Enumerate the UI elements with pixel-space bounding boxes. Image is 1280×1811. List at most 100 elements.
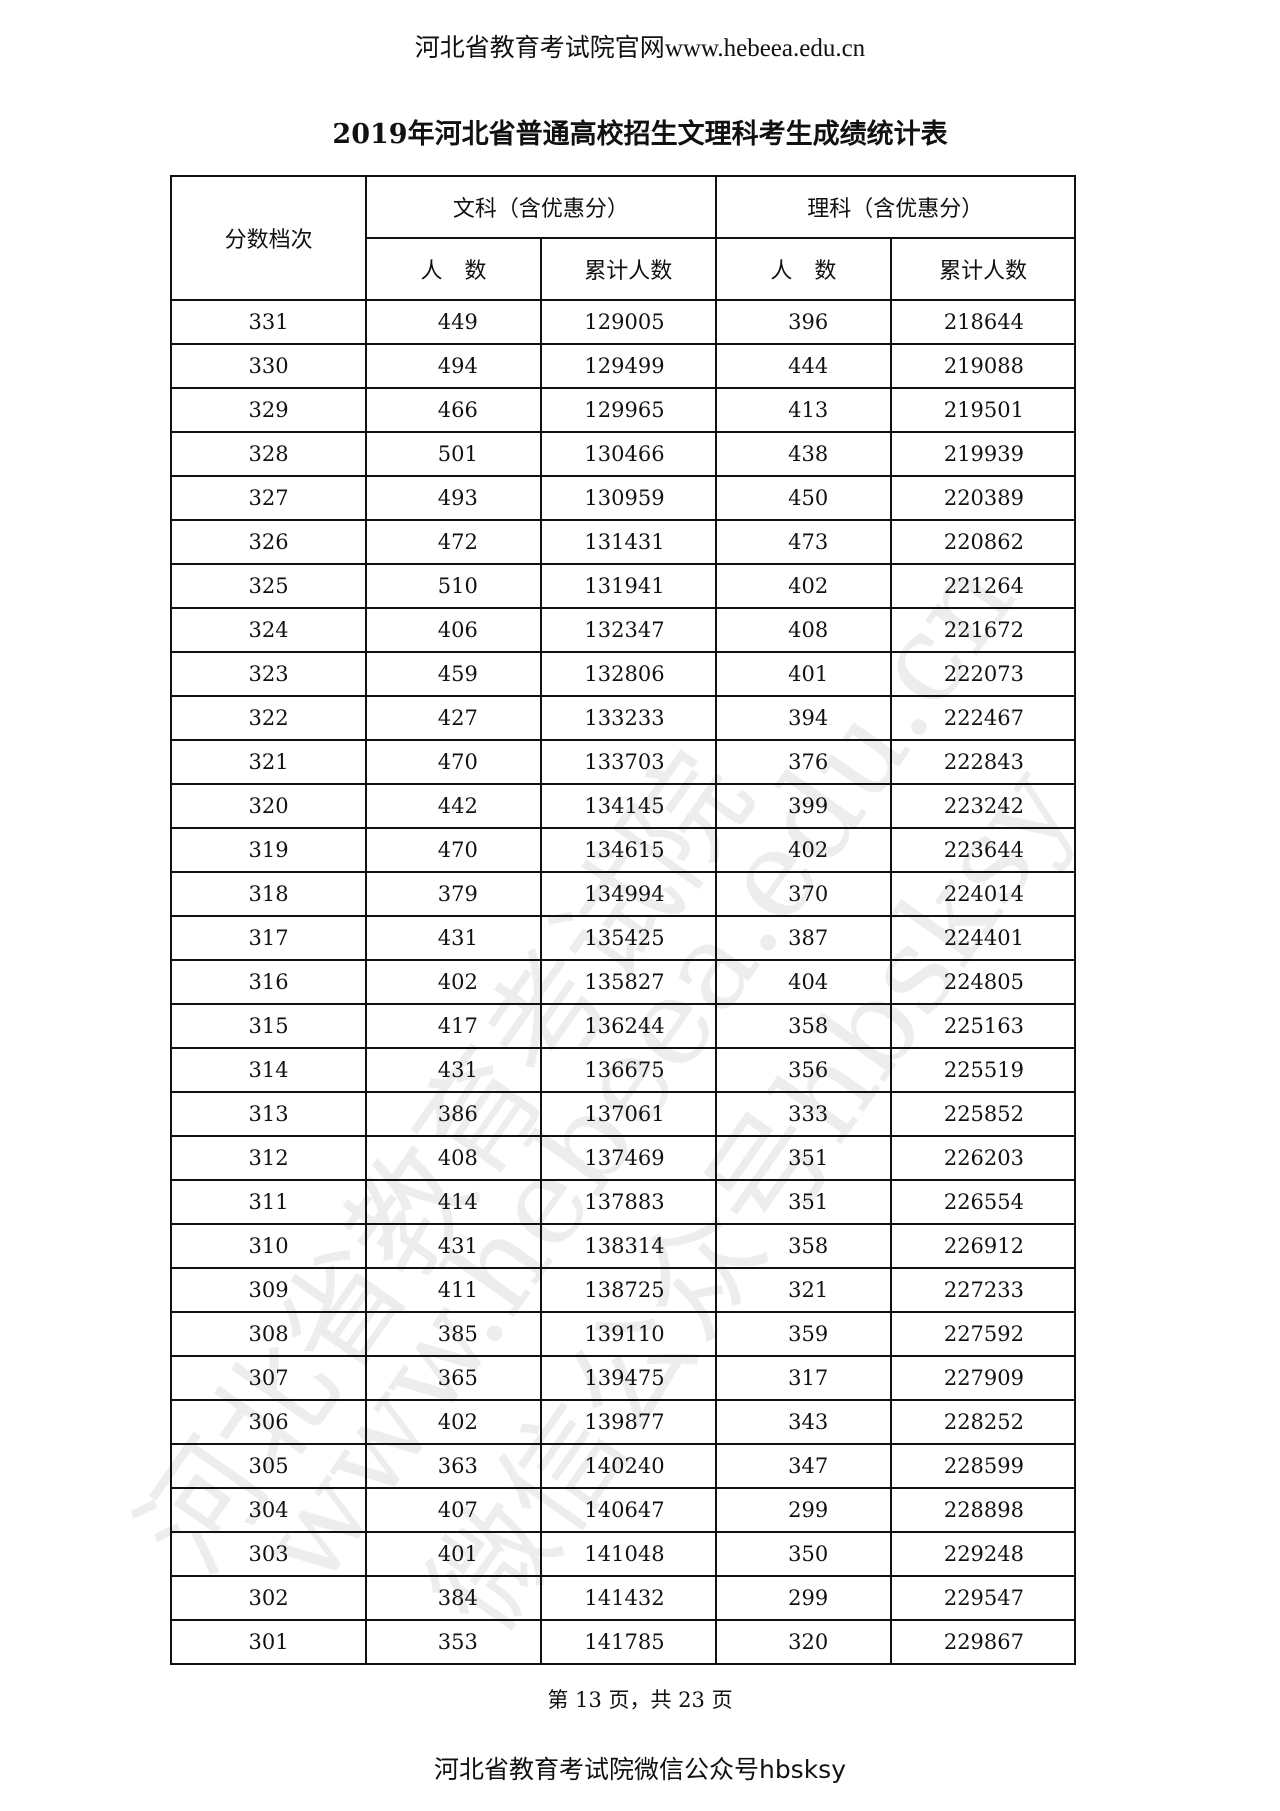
table-row: 317 431 135425 387 224401 [169, 915, 1076, 961]
cell-li-cum: 226203 [890, 1135, 1076, 1181]
table-row: 320 442 134145 399 223242 [169, 783, 1076, 829]
cell-wen-cum: 136244 [539, 1003, 717, 1049]
cell-score: 313 [169, 1091, 368, 1137]
cell-li-cum: 225519 [890, 1047, 1076, 1093]
table-row: 314 431 136675 356 225519 [169, 1047, 1076, 1093]
table-row: 324 406 132347 408 221672 [169, 607, 1076, 653]
cell-score: 310 [169, 1223, 368, 1269]
table-row: 319 470 134615 402 223644 [169, 827, 1076, 873]
cell-wen-count: 431 [365, 1047, 542, 1093]
cell-wen-cum: 140240 [539, 1443, 717, 1489]
header-url[interactable]: www.hebeea.edu.cn [664, 35, 866, 62]
table-row: 322 427 133233 394 222467 [169, 695, 1076, 741]
cell-score: 302 [169, 1575, 368, 1621]
header-li-count: 人 数 [714, 237, 893, 301]
cell-score: 314 [169, 1047, 368, 1093]
table-row: 329 466 129965 413 219501 [169, 387, 1076, 433]
header-text: 河北省教育考试院官网 [414, 33, 665, 62]
cell-wen-cum: 133233 [539, 695, 717, 741]
cell-wen-cum: 139110 [539, 1311, 717, 1357]
cell-wen-count: 459 [365, 651, 542, 697]
cell-li-count: 317 [714, 1355, 893, 1401]
table-row: 307 365 139475 317 227909 [169, 1355, 1076, 1401]
cell-score: 321 [169, 739, 368, 785]
cell-wen-count: 431 [365, 1223, 542, 1269]
cell-li-count: 343 [714, 1399, 893, 1445]
table-row: 301 353 141785 320 229867 [169, 1619, 1076, 1665]
page-footer: 河北省教育考试院微信公众号hbsksy [433, 1755, 847, 1784]
cell-li-cum: 227909 [890, 1355, 1076, 1401]
cell-wen-cum: 132347 [539, 607, 717, 653]
cell-li-count: 396 [714, 299, 893, 345]
cell-li-count: 351 [714, 1135, 893, 1181]
header-wen-count: 人 数 [365, 237, 542, 301]
cell-li-cum: 222073 [890, 651, 1076, 697]
cell-li-count: 387 [714, 915, 893, 961]
cell-wen-count: 493 [365, 475, 542, 521]
cell-wen-count: 379 [365, 871, 542, 917]
cell-wen-cum: 132806 [539, 651, 717, 697]
cell-wen-count: 407 [365, 1487, 542, 1533]
cell-li-cum: 222467 [890, 695, 1076, 741]
cell-li-count: 333 [714, 1091, 893, 1137]
cell-wen-count: 414 [365, 1179, 542, 1225]
cell-li-cum: 224805 [890, 959, 1076, 1005]
cell-li-cum: 220389 [890, 475, 1076, 521]
cell-wen-count: 386 [365, 1091, 542, 1137]
cell-li-cum: 222843 [890, 739, 1076, 785]
cell-wen-count: 406 [365, 607, 542, 653]
cell-wen-count: 363 [365, 1443, 542, 1489]
table-row: 312 408 137469 351 226203 [169, 1135, 1076, 1181]
cell-wen-cum: 137469 [539, 1135, 717, 1181]
cell-score: 318 [169, 871, 368, 917]
cell-score: 303 [169, 1531, 368, 1577]
header-wen: 文科（含优惠分） [365, 175, 717, 239]
table-row: 310 431 138314 358 226912 [169, 1223, 1076, 1269]
table-row: 330 494 129499 444 219088 [169, 343, 1076, 389]
cell-li-count: 438 [714, 431, 893, 477]
cell-li-count: 370 [714, 871, 893, 917]
cell-wen-cum: 138725 [539, 1267, 717, 1313]
cell-li-count: 358 [714, 1003, 893, 1049]
cell-li-cum: 226554 [890, 1179, 1076, 1225]
cell-li-cum: 219501 [890, 387, 1076, 433]
cell-score: 301 [169, 1619, 368, 1665]
cell-score: 330 [169, 343, 368, 389]
cell-li-cum: 221672 [890, 607, 1076, 653]
table-row: 321 470 133703 376 222843 [169, 739, 1076, 785]
table-row: 323 459 132806 401 222073 [169, 651, 1076, 697]
cell-li-cum: 220862 [890, 519, 1076, 565]
cell-wen-count: 470 [365, 827, 542, 873]
cell-li-cum: 219939 [890, 431, 1076, 477]
cell-wen-cum: 134994 [539, 871, 717, 917]
cell-wen-count: 384 [365, 1575, 542, 1621]
cell-li-count: 359 [714, 1311, 893, 1357]
table-row: 327 493 130959 450 220389 [169, 475, 1076, 521]
cell-wen-count: 470 [365, 739, 542, 785]
cell-li-count: 413 [714, 387, 893, 433]
cell-li-cum: 224401 [890, 915, 1076, 961]
cell-li-count: 321 [714, 1267, 893, 1313]
cell-wen-cum: 138314 [539, 1223, 717, 1269]
cell-li-count: 358 [714, 1223, 893, 1269]
table-row: 331 449 129005 396 218644 [169, 299, 1076, 345]
score-table: 分数档次 文科（含优惠分） 理科（含优惠分） 人 数 累计人数 人 数 累计人数… [169, 175, 1077, 1665]
cell-li-cum: 229248 [890, 1531, 1076, 1577]
cell-wen-count: 510 [365, 563, 542, 609]
cell-wen-cum: 136675 [539, 1047, 717, 1093]
cell-li-count: 401 [714, 651, 893, 697]
table-row: 326 472 131431 473 220862 [169, 519, 1076, 565]
cell-wen-count: 411 [365, 1267, 542, 1313]
cell-score: 327 [169, 475, 368, 521]
cell-score: 323 [169, 651, 368, 697]
cell-li-cum: 228599 [890, 1443, 1076, 1489]
cell-wen-cum: 129005 [539, 299, 717, 345]
cell-wen-cum: 137061 [539, 1091, 717, 1137]
document-title: 2019年河北省普通高校招生文理科考生成绩统计表 [332, 119, 948, 150]
cell-li-count: 350 [714, 1531, 893, 1577]
cell-wen-count: 401 [365, 1531, 542, 1577]
cell-li-count: 408 [714, 607, 893, 653]
cell-score: 319 [169, 827, 368, 873]
table-row: 303 401 141048 350 229248 [169, 1531, 1076, 1577]
cell-score: 322 [169, 695, 368, 741]
